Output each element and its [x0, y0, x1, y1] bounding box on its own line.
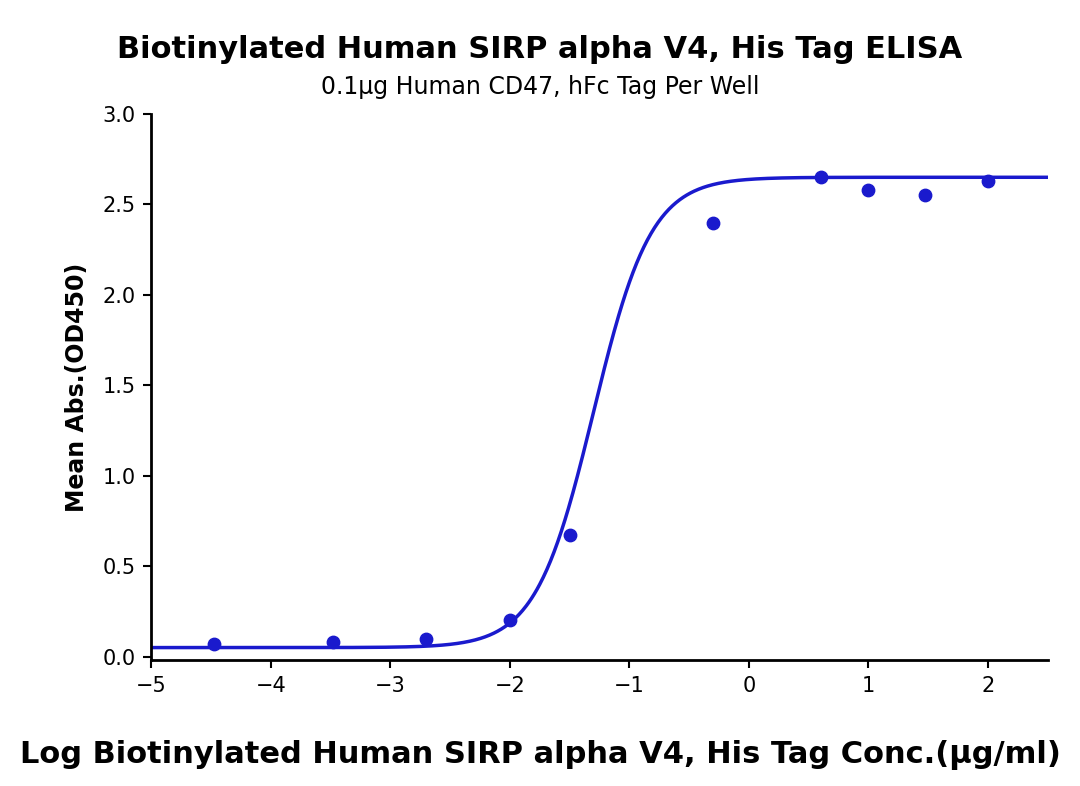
Point	[980, 174, 997, 187]
Text: Log Biotinylated Human SIRP alpha V4, His Tag Conc.(μg/ml): Log Biotinylated Human SIRP alpha V4, Hi…	[19, 740, 1061, 770]
Y-axis label: Mean Abs.(OD450): Mean Abs.(OD450)	[65, 263, 89, 512]
Point	[325, 636, 342, 648]
Text: Biotinylated Human SIRP alpha V4, His Tag ELISA: Biotinylated Human SIRP alpha V4, His Ta…	[118, 35, 962, 64]
Point	[812, 171, 829, 184]
Text: 0.1μg Human CD47, hFc Tag Per Well: 0.1μg Human CD47, hFc Tag Per Well	[321, 75, 759, 99]
Point	[561, 529, 578, 542]
Point	[917, 189, 934, 202]
Point	[418, 632, 435, 645]
Point	[704, 216, 721, 229]
Point	[860, 184, 877, 196]
Point	[501, 614, 518, 626]
Point	[205, 638, 222, 651]
